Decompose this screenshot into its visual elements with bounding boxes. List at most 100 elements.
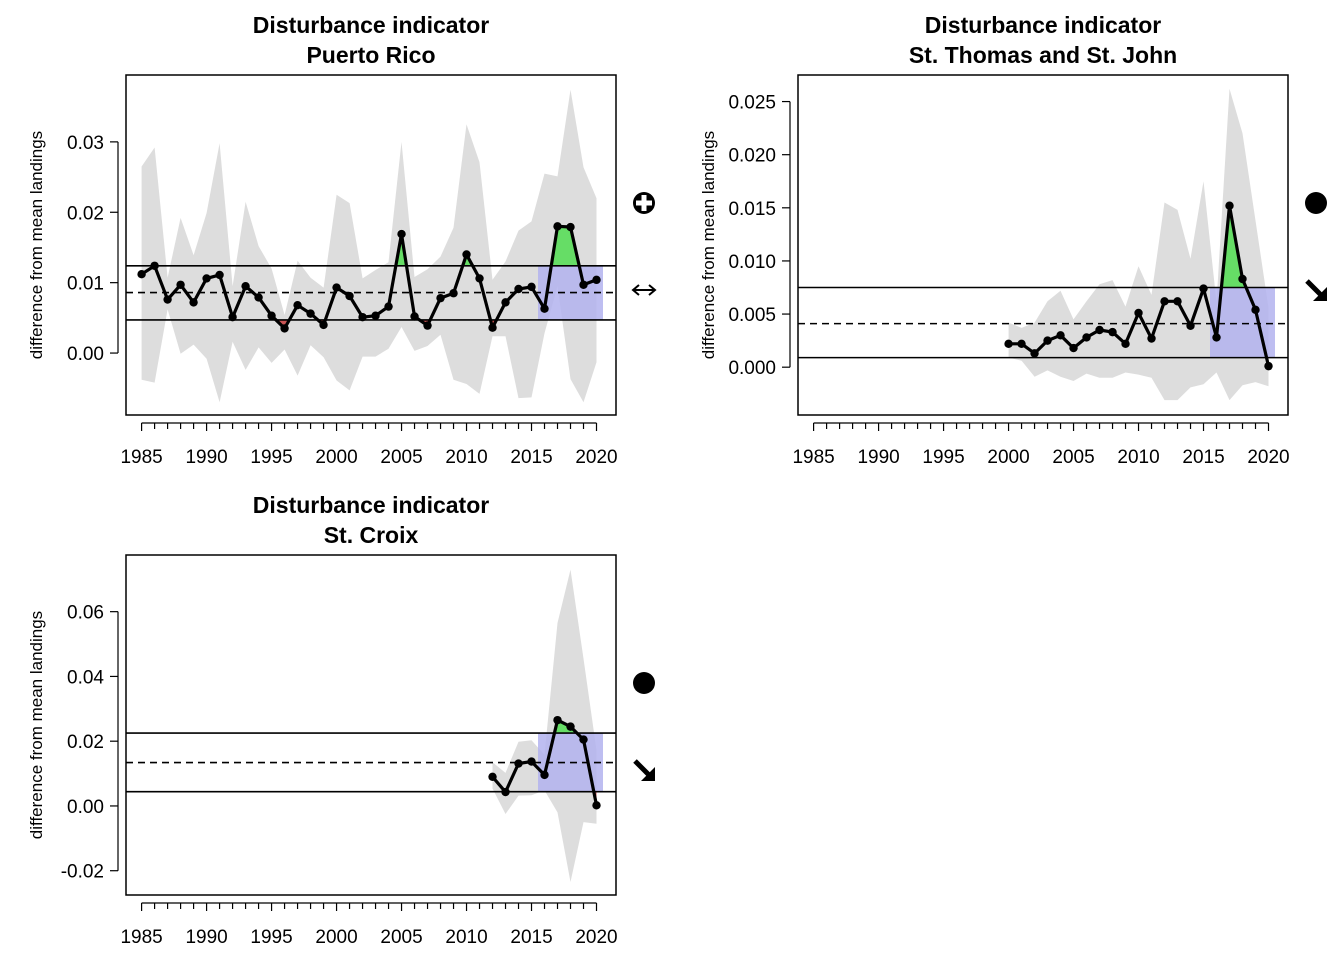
data-point <box>1017 339 1026 349</box>
y-tick-label: 0.03 <box>67 133 104 154</box>
data-point <box>579 280 588 289</box>
y-tick-label: 0.02 <box>67 732 104 753</box>
y-tick-label: 0.010 <box>728 252 776 273</box>
data-point <box>150 261 159 270</box>
data-point <box>501 298 510 307</box>
data-point <box>202 274 211 283</box>
data-point <box>1108 327 1117 337</box>
data-point <box>553 715 562 725</box>
data-point <box>488 772 497 782</box>
down-arrow-icon <box>1305 279 1327 301</box>
data-point <box>1095 325 1104 335</box>
data-point <box>475 274 484 283</box>
chart-subtitle: St. Thomas and St. John <box>909 42 1177 68</box>
data-point <box>1056 331 1065 340</box>
data-point <box>358 312 367 322</box>
y-tick-label: 0.02 <box>67 203 104 224</box>
data-point <box>488 323 497 332</box>
data-point <box>1173 297 1182 306</box>
data-point <box>462 250 471 259</box>
y-tick-label: 0.005 <box>728 305 776 326</box>
plus-circle-icon <box>633 192 655 214</box>
chart-subtitle: Puerto Rico <box>306 42 435 68</box>
data-point <box>384 302 393 311</box>
chart-title: Disturbance indicator <box>925 12 1161 38</box>
data-point <box>267 311 276 320</box>
chart-title: Disturbance indicator <box>253 492 489 518</box>
data-point <box>527 282 536 292</box>
x-tick-label: 2015 <box>1182 447 1224 468</box>
data-point <box>1147 334 1156 343</box>
data-point <box>254 293 263 302</box>
confidence-band <box>1008 88 1269 401</box>
x-tick-label: 2020 <box>575 447 617 468</box>
x-tick-label: 1985 <box>120 927 162 948</box>
left-right-arrow-icon <box>631 284 657 296</box>
y-tick-label: 0.00 <box>67 344 104 365</box>
x-tick-label: 2000 <box>987 447 1029 468</box>
data-point <box>1134 308 1143 318</box>
y-tick-label: 0.020 <box>728 146 776 167</box>
filled-circle-icon <box>633 672 655 694</box>
x-tick-label: 2015 <box>510 447 552 468</box>
data-point <box>1160 297 1169 306</box>
plot-frame <box>797 74 1289 416</box>
x-tick-label: 2020 <box>1247 447 1289 468</box>
data-point <box>280 324 289 333</box>
x-tick-label: 1990 <box>185 927 227 948</box>
data-point <box>332 283 341 292</box>
data-point <box>1225 201 1234 210</box>
y-axis-label: difference from mean landings <box>699 131 718 359</box>
data-point <box>1212 333 1221 342</box>
data-point <box>228 312 237 322</box>
x-tick-label: 2010 <box>445 447 487 468</box>
data-point <box>592 275 601 285</box>
x-tick-label: 2000 <box>315 927 357 948</box>
y-axis-label: difference from mean landings <box>27 611 46 839</box>
x-tick-label: 2010 <box>1117 447 1159 468</box>
data-point <box>514 284 523 294</box>
data-point <box>501 787 510 797</box>
data-point <box>1004 339 1013 349</box>
data-point <box>592 801 601 810</box>
data-point <box>163 295 172 304</box>
y-tick-label: 0.025 <box>728 93 776 114</box>
x-tick-label: 1985 <box>120 447 162 468</box>
y-tick-label: 0.000 <box>728 358 776 379</box>
x-tick-label: 1995 <box>250 927 292 948</box>
y-tick-label: 0.015 <box>728 199 776 220</box>
data-point <box>397 229 406 239</box>
data-point <box>137 270 146 279</box>
y-tick-label: 0.01 <box>67 274 104 295</box>
chart-subtitle: St. Croix <box>324 522 419 548</box>
data-point <box>540 304 549 313</box>
data-point <box>1121 339 1130 349</box>
data-point <box>306 309 315 318</box>
data-point <box>1069 343 1078 353</box>
data-point <box>215 270 224 280</box>
chart-panel-3: Disturbance indicator St. Croix 1985 1990 19… <box>27 492 655 948</box>
y-tick-label: 0.00 <box>67 797 104 818</box>
chart-panel-1: Disturbance indicator Puerto Rico 1985 1990… <box>27 12 657 468</box>
x-tick-label: 1985 <box>792 447 834 468</box>
data-point <box>566 722 575 731</box>
confidence-band <box>141 89 597 403</box>
y-tick-label: 0.06 <box>67 603 104 624</box>
data-point <box>1043 336 1052 345</box>
data-point <box>553 222 562 231</box>
data-point <box>371 311 380 320</box>
down-arrow-icon <box>633 759 655 781</box>
data-point <box>1264 361 1273 371</box>
data-point <box>449 289 458 298</box>
data-point <box>410 312 419 321</box>
data-point <box>1186 321 1195 330</box>
y-tick-label: 0.04 <box>67 667 104 688</box>
data-point <box>319 320 328 330</box>
filled-circle-icon <box>1305 192 1327 214</box>
data-point <box>527 757 536 766</box>
confidence-band <box>492 569 597 882</box>
y-tick-label: -0.02 <box>61 862 104 883</box>
x-tick-label: 2000 <box>315 447 357 468</box>
x-tick-label: 2015 <box>510 927 552 948</box>
